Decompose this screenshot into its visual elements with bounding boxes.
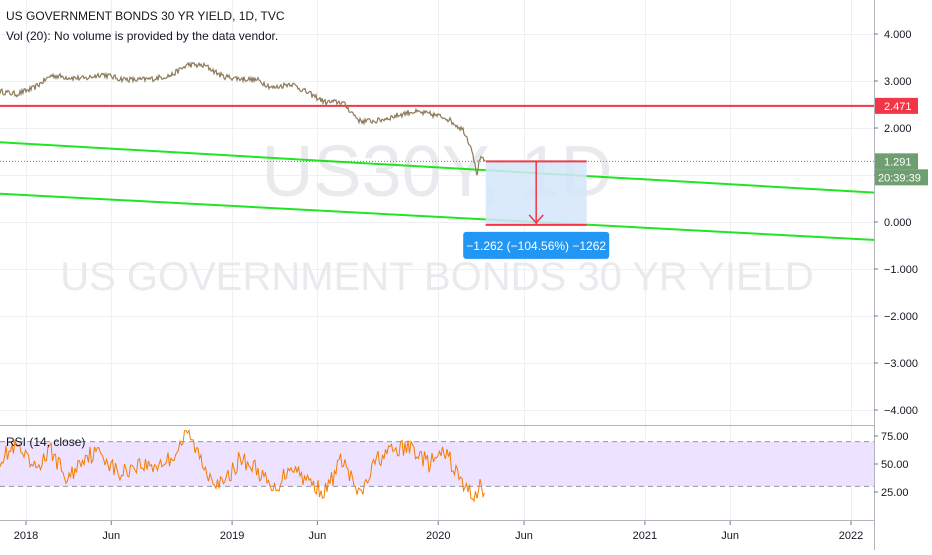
rsi-band	[0, 441, 874, 487]
price-tick-label: −4.000	[884, 405, 918, 417]
resistance-badge	[875, 97, 918, 114]
price-tick-label: 3.000	[884, 76, 912, 88]
rsi-legend-label: RSI (14, close)	[6, 435, 85, 449]
time-tick-label: 2021	[633, 530, 657, 542]
time-tick-label: 2020	[426, 530, 450, 542]
grid	[0, 0, 874, 520]
watermark-name: US GOVERNMENT BONDS 30 YR YIELD	[60, 255, 814, 299]
rsi-tick-label: 50.00	[881, 459, 909, 471]
price-tick-label: −1.000	[884, 264, 918, 276]
price-tick-label: 0.000	[884, 217, 912, 229]
measure-arrow-head	[528, 214, 544, 224]
time-tick-label: Jun	[309, 530, 327, 542]
volume-note: Vol (20): No volume is provided by the d…	[6, 29, 279, 43]
time-tick-label: Jun	[102, 530, 120, 542]
time-axis[interactable]	[0, 521, 874, 550]
rsi-series-line[interactable]	[0, 428, 485, 503]
time-tick-label: 2018	[14, 530, 38, 542]
price-tick-label: 2.000	[884, 123, 912, 135]
rsi-tick-label: 25.00	[881, 487, 909, 499]
time-tick-label: Jun	[515, 530, 533, 542]
channel-lower-line[interactable]	[0, 191, 932, 244]
main-pane[interactable]	[0, 0, 874, 425]
time-tick-label: Jun	[721, 530, 739, 542]
price-tick-label: −2.000	[884, 311, 918, 323]
chart-title: US GOVERNMENT BONDS 30 YR YIELD, 1D, TVC	[6, 9, 285, 23]
resistance-badge-label: 2.471	[884, 101, 912, 113]
last-price-badge-label: 1.291	[884, 156, 912, 168]
time-tick-label: 2019	[220, 530, 244, 542]
measure-label: −1.262 (−104.56%) −1262	[466, 239, 606, 253]
countdown-badge	[875, 169, 928, 186]
time-tick-label: 2022	[839, 530, 863, 542]
price-axis[interactable]	[874, 0, 932, 550]
price-tick-label: −3.000	[884, 358, 918, 370]
channel-upper-line[interactable]	[0, 140, 932, 197]
price-axis-ticks: 4.0003.0002.0001.0000.000−1.000−2.000−3.…	[874, 29, 918, 417]
last-price-badge	[875, 153, 918, 170]
price-tick-label: 4.000	[884, 29, 912, 41]
price-series-line[interactable]	[0, 61, 486, 176]
rsi-tick-label: 75.00	[881, 431, 909, 443]
countdown-badge-label: 20:39:39	[878, 172, 921, 184]
measure-label-bg	[463, 231, 610, 259]
